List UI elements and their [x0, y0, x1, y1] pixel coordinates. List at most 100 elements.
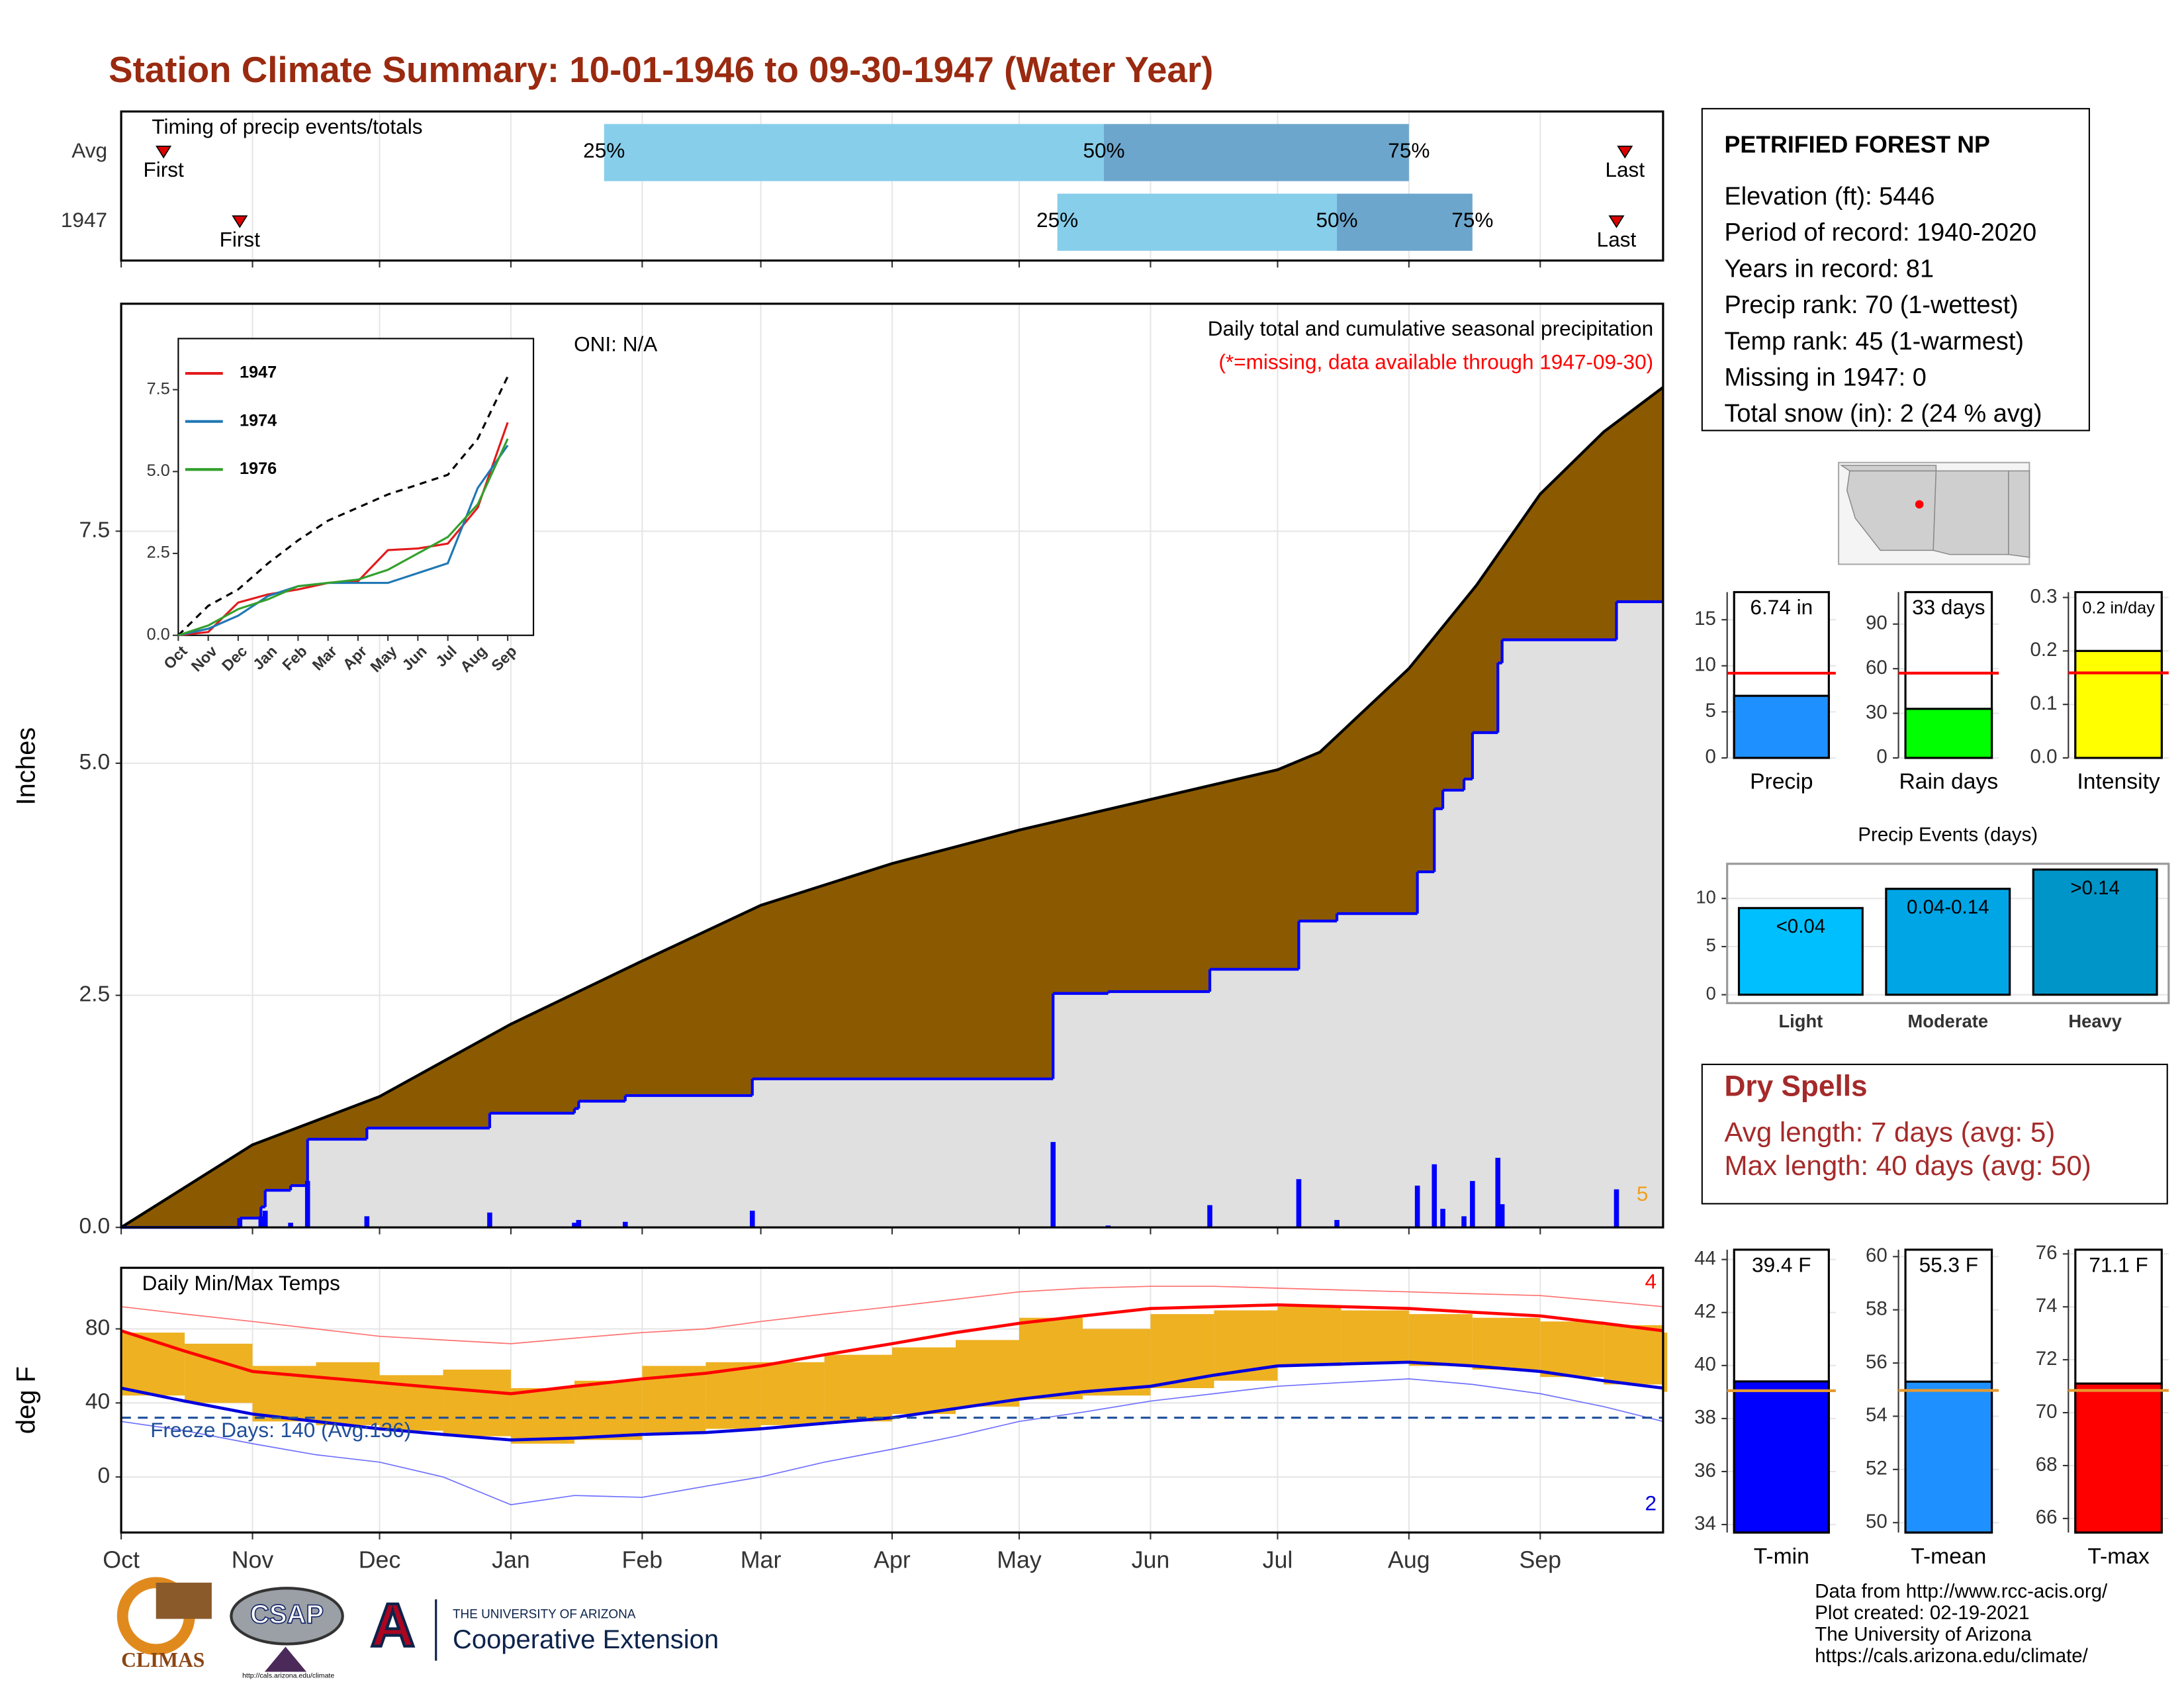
y-tick-label: 2.5 — [147, 543, 170, 562]
temp-range-bar — [1662, 1333, 1668, 1392]
normal-max-line — [120, 1303, 1664, 1395]
x-tick-label: Apr — [874, 1547, 911, 1573]
daily-bar — [288, 1223, 293, 1228]
bar-label: >0.14 — [2070, 877, 2120, 899]
bar-label: 0.04-0.14 — [1907, 896, 1989, 918]
percent-label: 75% — [1451, 208, 1493, 232]
event-marker — [232, 215, 248, 228]
x-tick-label: Jul — [1263, 1547, 1293, 1573]
daily-bar — [622, 1221, 628, 1228]
y-tick-label: 72 — [2036, 1348, 2058, 1370]
page-title: Station Climate Summary: 10-01-1946 to 0… — [109, 49, 1213, 90]
x-tick-label: Moderate — [1907, 1011, 1988, 1031]
plot-frame — [120, 1266, 1664, 1534]
y-tick-label: 10 — [1696, 886, 1715, 907]
daily-bar — [1495, 1158, 1501, 1228]
daily-bar — [1432, 1164, 1437, 1228]
series-line — [177, 438, 509, 637]
x-tick-label: T-max — [2087, 1544, 2150, 1569]
logo-text: http://cals.arizona.edu/climate — [242, 1672, 334, 1680]
y-tick-label: 40 — [85, 1389, 110, 1414]
daily-bar — [1440, 1209, 1445, 1228]
bar — [1737, 907, 1864, 996]
daily-bar — [262, 1210, 268, 1228]
value-label: 6.74 in — [1750, 595, 1813, 619]
x-tick-label: Oct — [103, 1547, 140, 1573]
temp-range-bar — [1408, 1314, 1473, 1366]
y-tick-label: 5.0 — [147, 461, 170, 480]
y-tick-label: 50 — [1866, 1511, 1888, 1532]
timing-bar — [604, 124, 1105, 181]
y-tick-label: 0.0 — [2030, 746, 2058, 768]
percent-label: 50% — [1083, 138, 1124, 162]
x-tick-label: Jun — [1132, 1547, 1170, 1573]
x-tick-label: Rain days — [1899, 770, 1998, 794]
y-tick-label: Avg — [71, 138, 107, 162]
station-line: Elevation (ft): 5446 — [1724, 183, 1934, 211]
y-tick-label: 5 — [1706, 935, 1716, 955]
value-label: 39.4 F — [1752, 1252, 1811, 1276]
csap-logo — [264, 1646, 307, 1672]
daily-bar — [258, 1216, 264, 1228]
temp-range-bar — [760, 1362, 825, 1425]
station-line: Missing in 1947: 0 — [1724, 363, 1926, 391]
y-tick-label: 56 — [1866, 1351, 1888, 1373]
event-label: Last — [1605, 158, 1645, 181]
footer-line: https://cals.arizona.edu/climate/ — [1815, 1645, 2088, 1667]
temp-range-bar — [574, 1380, 643, 1440]
daily-bar — [487, 1212, 492, 1228]
y-tick-label: 80 — [85, 1315, 110, 1340]
chart-subtitle: (*=missing, data available through 1947-… — [1218, 350, 1653, 374]
y-tick-label: 0.1 — [2030, 692, 2058, 714]
y-tick-label: 42 — [1694, 1301, 1716, 1323]
record-low-line — [120, 1378, 1664, 1506]
y-tick-label: 90 — [1866, 612, 1888, 634]
y-tick-label: 7.5 — [147, 379, 170, 398]
y-tick-label: 0.3 — [2030, 585, 2058, 607]
x-tick-label: T-min — [1754, 1544, 1809, 1569]
series-line — [178, 444, 509, 637]
y-tick-label: 0 — [98, 1464, 111, 1488]
annotation: 5 — [1637, 1182, 1649, 1205]
dry-spell-line: Avg length: 7 days (avg: 5) — [1724, 1116, 2055, 1147]
event-label: Last — [1597, 227, 1637, 251]
timing-bar — [1057, 193, 1338, 251]
y-tick-label: 1947 — [61, 208, 107, 232]
bar-label: <0.04 — [1776, 915, 1826, 937]
y-tick-label: 2.5 — [79, 982, 110, 1006]
bar — [2074, 1382, 2163, 1534]
daily-bar — [1296, 1179, 1302, 1228]
legend-label: 1976 — [240, 459, 277, 478]
daily-bar — [1050, 1142, 1056, 1228]
bar — [2032, 868, 2158, 996]
x-tick-label: Dec — [359, 1547, 401, 1573]
map — [1838, 461, 2030, 565]
temp-range-bar — [1604, 1325, 1663, 1385]
x-tick-label: T-mean — [1911, 1544, 1986, 1569]
temp-range-bar — [824, 1354, 892, 1422]
chart-title: Daily total and cumulative seasonal prec… — [1208, 316, 1653, 340]
x-tick-label: Aug — [1388, 1547, 1430, 1573]
x-tick-label: Feb — [622, 1547, 663, 1573]
y-tick-label: 0.0 — [147, 625, 170, 643]
temp-range-bar — [510, 1387, 574, 1444]
value-label: 33 days — [1912, 595, 1985, 619]
y-tick-label: 52 — [1866, 1458, 1888, 1479]
station-box — [1701, 108, 2090, 432]
value-label: 71.1 F — [2089, 1252, 2148, 1276]
y-tick-label: 0.2 — [2030, 639, 2058, 661]
x-tick-label: Nov — [232, 1547, 274, 1573]
percent-label: 75% — [1388, 138, 1430, 162]
daily-bar — [237, 1218, 243, 1228]
y-tick-label: 44 — [1694, 1247, 1716, 1269]
y-tick-label: 54 — [1866, 1404, 1888, 1426]
logo-text: A — [371, 1591, 415, 1660]
y-tick-label: 34 — [1694, 1513, 1716, 1534]
temp-range-bar — [891, 1347, 956, 1415]
logo-text: THE UNIVERSITY OF ARIZONA — [453, 1607, 636, 1621]
daily-bar — [1414, 1186, 1420, 1228]
temp-range-bar — [1083, 1329, 1151, 1396]
timing-bar — [1104, 124, 1409, 181]
footer-line: The University of Arizona — [1815, 1624, 2032, 1646]
plot-frame — [120, 110, 1664, 262]
